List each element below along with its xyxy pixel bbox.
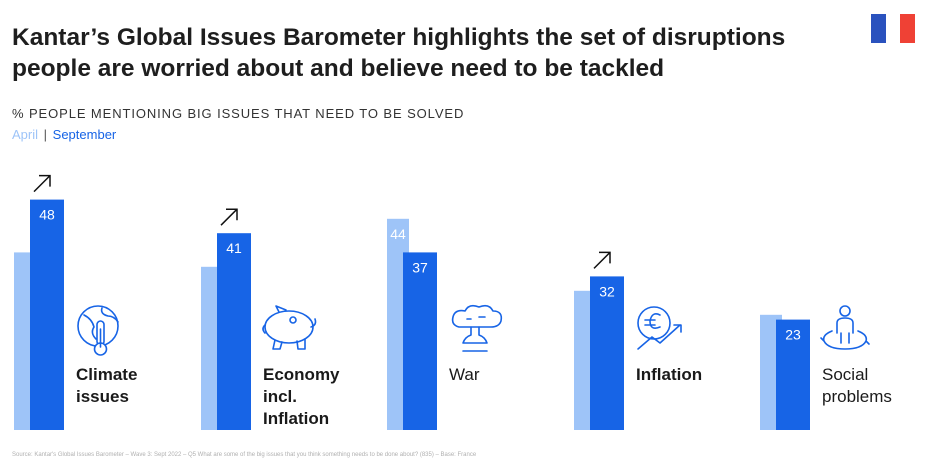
bar-september — [776, 319, 810, 430]
chart-subtitle: % PEOPLE MENTIONING BIG ISSUES THAT NEED… — [12, 106, 465, 121]
legend-september: September — [52, 127, 117, 142]
data-label-september: 48 — [39, 207, 55, 223]
page-title: Kantar’s Global Issues Barometer highlig… — [12, 24, 786, 82]
flag-blue-stripe — [871, 14, 886, 43]
bar-september — [590, 276, 624, 430]
category-label: War — [449, 364, 480, 386]
bar-september — [30, 199, 64, 430]
category-label: Climate issues — [76, 364, 137, 408]
flag-red-stripe — [900, 14, 916, 43]
category-label: Social problems — [822, 364, 892, 408]
category-label-line: issues — [76, 387, 129, 406]
category-label-line: Economy — [263, 365, 340, 384]
category-label: Economy incl. Inflation — [263, 364, 340, 430]
flag-white-stripe — [885, 14, 901, 43]
legend: April | September — [12, 127, 116, 142]
data-label-september: 37 — [412, 259, 428, 275]
category-label: Inflation — [636, 364, 702, 386]
category-label-line: incl. — [263, 387, 298, 406]
category-label-line: Inflation — [636, 365, 703, 384]
bar-september — [217, 233, 251, 430]
category-label-line: Social — [822, 365, 869, 384]
trend-up-arrow-icon — [33, 174, 51, 193]
data-label-september: 23 — [785, 327, 801, 343]
data-label-september: 41 — [226, 240, 242, 256]
category-label-line: Climate — [76, 365, 138, 384]
france-flag-icon — [871, 14, 916, 43]
people-circle-icon — [820, 305, 870, 350]
category-label-line: War — [449, 365, 480, 384]
category-label-line: problems — [822, 387, 892, 406]
source-note: Source: Kantar's Global Issues Barometer… — [12, 452, 477, 458]
trend-up-arrow-icon — [593, 251, 611, 269]
trend-up-arrow-icon — [220, 208, 238, 226]
legend-april: April — [12, 127, 39, 142]
piggy-bank-icon — [262, 305, 317, 350]
data-label-september: 32 — [599, 283, 615, 299]
explosion-cloud-icon — [451, 304, 503, 352]
euro-growth-icon — [637, 306, 682, 350]
globe-thermometer-icon — [77, 305, 119, 356]
legend-separator: | — [43, 127, 48, 142]
bar-september — [403, 252, 437, 430]
category-label-line: Inflation — [263, 409, 330, 428]
data-label-april: 44 — [390, 226, 406, 242]
